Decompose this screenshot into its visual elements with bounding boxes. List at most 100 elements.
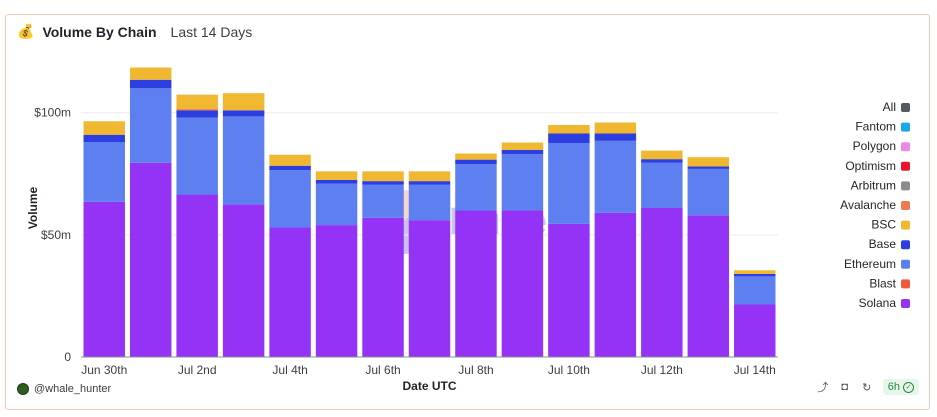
legend-label[interactable]: Fantom (855, 120, 896, 134)
bar-ethereum[interactable] (687, 168, 730, 216)
legend-swatch[interactable] (901, 201, 910, 210)
bar-solana[interactable] (362, 217, 404, 357)
chart-plot: 0 $50m $100m Jun 30th Jul 2nd Jul 4th Jul 6th J… (26, 67, 910, 393)
bar-bsc[interactable] (734, 270, 776, 274)
bar-solana[interactable] (408, 220, 451, 357)
bar-base[interactable] (315, 179, 358, 184)
bar-bsc[interactable] (687, 157, 730, 167)
bar-solana[interactable] (687, 215, 730, 357)
legend-swatch[interactable] (901, 220, 910, 230)
bar-ethereum[interactable] (594, 140, 637, 213)
bar-base[interactable] (176, 110, 218, 118)
bar-bsc[interactable] (362, 171, 404, 182)
bar-bsc[interactable] (222, 93, 265, 111)
bar-ethereum[interactable] (176, 117, 218, 195)
legend-label[interactable]: BSC (871, 218, 896, 232)
bar-solana[interactable] (315, 225, 358, 357)
legend-label[interactable]: All (883, 100, 896, 114)
bar-base[interactable] (362, 181, 404, 185)
bar-solana[interactable] (83, 201, 125, 357)
bar-bsc[interactable] (176, 94, 218, 110)
bar-solana[interactable] (548, 223, 590, 357)
bar-bsc[interactable] (594, 122, 637, 134)
bar-base[interactable] (548, 133, 590, 144)
x-tick-label: Jul 12th (641, 363, 683, 377)
author-attribution[interactable]: @whale_hunter (17, 383, 111, 395)
bar-solana[interactable] (129, 162, 172, 357)
bar-solana[interactable] (641, 208, 683, 357)
x-tick-label: Jul 8th (458, 363, 493, 377)
bar-bsc[interactable] (641, 150, 683, 160)
chart-title: Volume By Chain (42, 23, 157, 40)
legend-swatch[interactable] (901, 181, 910, 191)
bar-base[interactable] (129, 79, 172, 89)
bar-ethereum[interactable] (222, 116, 265, 205)
bar-base[interactable] (734, 273, 776, 277)
bar-blast[interactable] (176, 109, 218, 111)
refresh-status-badge[interactable]: 6h ✓ (882, 379, 919, 395)
bar-bsc[interactable] (129, 67, 172, 80)
legend-swatch[interactable] (901, 122, 910, 132)
bar-solana[interactable] (222, 204, 265, 357)
bar-bsc[interactable] (83, 121, 125, 135)
author-name[interactable]: @whale_hunter (34, 383, 112, 395)
bar-ethereum[interactable] (501, 154, 544, 211)
bar-solana[interactable] (734, 304, 776, 357)
bar-solana[interactable] (455, 210, 497, 357)
legend-swatch[interactable] (901, 259, 910, 269)
legend-label[interactable]: Avalanche (840, 198, 896, 212)
bar-solana[interactable] (176, 194, 218, 357)
bar-bsc[interactable] (548, 124, 590, 134)
refresh-label: 6h (887, 381, 900, 393)
bar-ethereum[interactable] (548, 143, 590, 224)
camera-icon[interactable]: ◘ (841, 381, 849, 393)
bar-base[interactable] (222, 110, 265, 117)
bar-ethereum[interactable] (641, 162, 683, 208)
bar-ethereum[interactable] (269, 170, 311, 228)
bar-bsc[interactable] (269, 154, 311, 166)
legend-label[interactable]: Base (869, 237, 897, 251)
bar-base[interactable] (83, 134, 125, 143)
bar-ethereum[interactable] (408, 184, 451, 221)
bar-bsc[interactable] (455, 153, 497, 160)
chart-actions: ⤴ ◘ ↻ 6h ✓ (817, 379, 919, 395)
x-tick-label: Jun 30th (81, 363, 127, 377)
bar-solana[interactable] (501, 210, 544, 357)
bar-ethereum[interactable] (734, 276, 776, 305)
bar-bsc[interactable] (408, 171, 451, 182)
bar-base[interactable] (269, 165, 311, 171)
y-tick-label: $100m (34, 106, 71, 120)
legend-label[interactable]: Polygon (853, 139, 896, 153)
bar-ethereum[interactable] (315, 183, 358, 226)
x-tick-label: Jul 14th (734, 363, 776, 377)
bar-base[interactable] (687, 166, 730, 169)
x-tick-label: Jul 6th (365, 363, 400, 377)
bar-ethereum[interactable] (362, 184, 404, 218)
legend-label[interactable]: Arbitrum (851, 178, 896, 192)
bar-base[interactable] (501, 149, 544, 155)
legend-label[interactable]: Optimism (845, 159, 896, 173)
bar-base[interactable] (641, 159, 683, 163)
bar-base[interactable] (408, 181, 451, 185)
bar-bsc[interactable] (501, 142, 544, 150)
bar-ethereum[interactable] (83, 142, 125, 202)
check-icon: ✓ (903, 381, 914, 393)
legend-swatch[interactable] (901, 161, 910, 171)
bar-ethereum[interactable] (129, 88, 172, 163)
legend-swatch[interactable] (901, 142, 910, 152)
refresh-icon[interactable]: ↻ (862, 381, 872, 394)
bar-base[interactable] (455, 159, 497, 165)
bar-ethereum[interactable] (455, 164, 497, 211)
bar-bsc[interactable] (315, 171, 358, 180)
bar-solana[interactable] (269, 227, 311, 357)
bar-solana[interactable] (594, 212, 637, 357)
legend-label[interactable]: Ethereum (844, 257, 896, 271)
bar-base[interactable] (594, 133, 637, 141)
legend-swatch[interactable] (901, 103, 910, 112)
legend-label[interactable]: Solana (859, 296, 897, 310)
legend-swatch[interactable] (901, 240, 910, 250)
legend-label[interactable]: Blast (869, 276, 896, 290)
share-icon[interactable]: ⤴ (817, 382, 829, 394)
legend-swatch[interactable] (901, 279, 910, 289)
legend-swatch[interactable] (901, 299, 910, 308)
